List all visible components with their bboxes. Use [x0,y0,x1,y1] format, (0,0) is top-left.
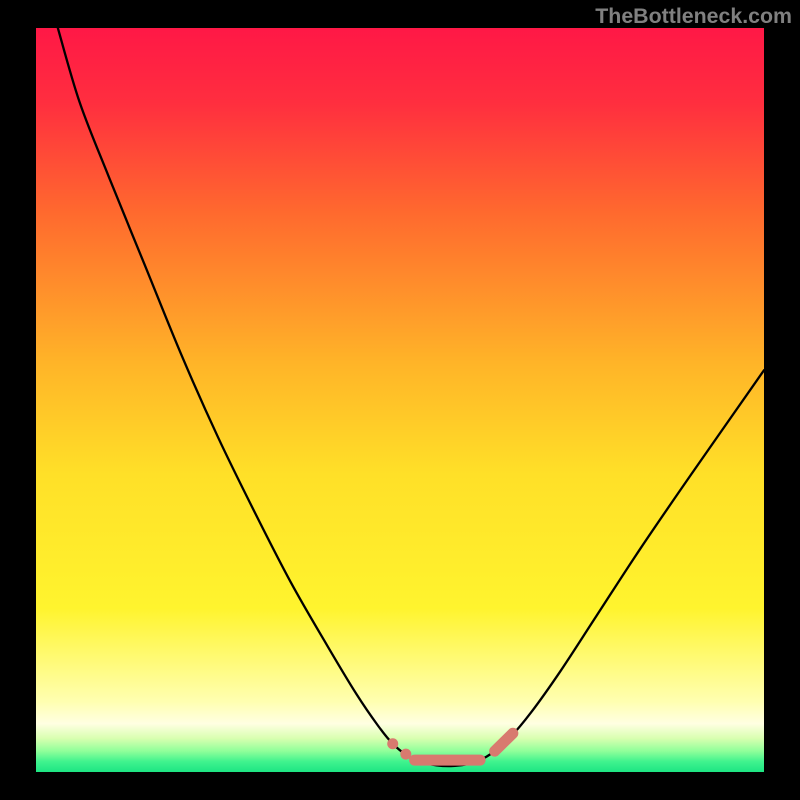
gradient-background [36,28,764,772]
plot-area [36,28,764,772]
plot-svg [36,28,764,772]
watermark-text: TheBottleneck.com [595,4,792,29]
chart-canvas: TheBottleneck.com [0,0,800,800]
